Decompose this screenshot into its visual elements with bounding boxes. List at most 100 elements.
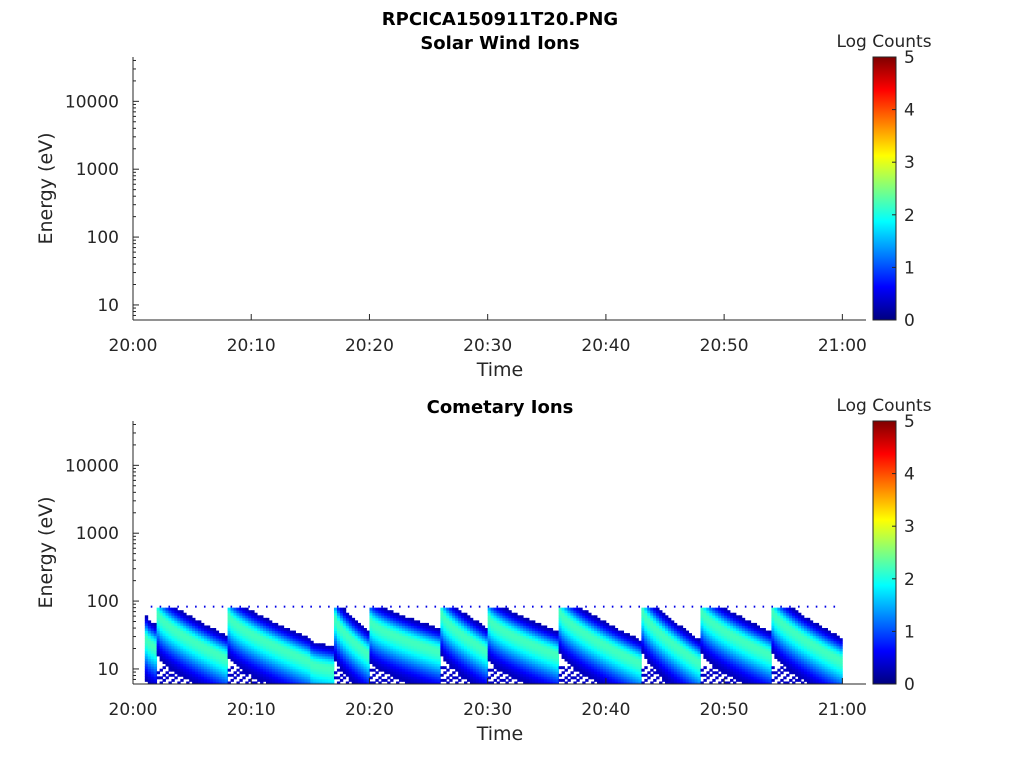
- spectrogram-cell: [248, 643, 252, 647]
- spectrogram-cell: [667, 625, 672, 629]
- spectrogram-cell: [239, 643, 243, 647]
- spectrogram-cell: [363, 628, 367, 631]
- spectrogram-cell: [469, 650, 474, 654]
- spectrogram-cell: [245, 610, 249, 614]
- spectrogram-cell: [475, 625, 480, 629]
- spectrogram-cell: [499, 617, 503, 621]
- spectrogram-cell: [718, 681, 722, 685]
- spectrogram-cell: [523, 653, 527, 657]
- spectrogram-cell: [245, 635, 249, 639]
- spectrogram-cell: [647, 628, 651, 631]
- spectrogram-cell: [464, 663, 468, 667]
- spectrogram-cell: [387, 676, 391, 680]
- spectrogram-cell: [484, 673, 489, 677]
- spectrogram-cell: [339, 635, 344, 639]
- spectrogram-cell: [399, 656, 403, 659]
- spectrogram-cell: [413, 656, 418, 659]
- spectrogram-cell: [242, 630, 246, 634]
- spectrogram-cell: [357, 663, 361, 667]
- spectrogram-cell: [730, 650, 734, 654]
- spectrogram-cell: [629, 635, 633, 639]
- spectrogram-cell: [165, 607, 169, 611]
- spectrogram-cell: [428, 658, 432, 662]
- spectrogram-cell: [336, 648, 341, 652]
- spectrogram-cell: [348, 663, 353, 667]
- spectrogram-cell: [540, 640, 545, 644]
- spectrogram-cell: [496, 630, 500, 634]
- spectrogram-cell: [727, 643, 731, 647]
- spectrogram-cell: [404, 653, 409, 657]
- spectrogram-cell: [546, 673, 551, 677]
- spectrogram-cell: [508, 648, 512, 652]
- spectrogram-cell: [192, 666, 196, 670]
- spectrogram-cell: [520, 661, 524, 665]
- spectrogram-cell: [192, 635, 196, 639]
- spectrogram-cell: [659, 673, 663, 677]
- spectrogram-cell: [375, 628, 379, 631]
- spectrogram-cell: [333, 640, 338, 644]
- spectrogram-cell: [662, 653, 666, 657]
- spectrogram-cell: [520, 640, 524, 644]
- spectrogram-cell: [413, 666, 418, 670]
- spectrogram-cell: [171, 610, 175, 614]
- spectrogram-cell: [712, 643, 716, 647]
- spectrogram-cell: [242, 615, 246, 619]
- spectrogram-cell: [195, 671, 199, 675]
- spectrogram-cell: [673, 622, 678, 626]
- spectrogram-cell: [597, 617, 601, 621]
- spectrogram-cell: [440, 643, 444, 647]
- spectrogram-speckle: [487, 605, 490, 608]
- spectrogram-cell: [218, 633, 223, 637]
- spectrogram-cell: [413, 668, 418, 672]
- spectrogram-cell: [709, 650, 713, 654]
- spectrogram-cell: [511, 676, 515, 680]
- spectrogram-cell: [277, 648, 282, 652]
- spectrogram-cell: [552, 645, 557, 649]
- spectrogram-cell: [659, 663, 663, 667]
- spectrogram-cell: [431, 671, 435, 675]
- y-tick-label: 1000: [76, 160, 119, 180]
- spectrogram-cell: [653, 640, 657, 644]
- spectrogram-cell: [691, 658, 695, 662]
- spectrogram-cell: [345, 648, 350, 652]
- spectrogram-cell: [183, 628, 187, 631]
- figure-title: RPCICA150911T20.PNG: [382, 9, 618, 30]
- spectrogram-cell: [662, 620, 666, 624]
- spectrogram-cell: [576, 645, 580, 649]
- spectrogram-cell: [481, 635, 486, 639]
- spectrogram-cell: [295, 640, 299, 644]
- spectrogram-cell: [685, 643, 690, 647]
- spectrogram-cell: [602, 661, 607, 665]
- spectrogram-cell: [168, 638, 172, 642]
- spectrogram-cell: [393, 666, 397, 670]
- spectrogram-cell: [446, 658, 450, 662]
- spectrogram-cell: [667, 650, 672, 654]
- spectrogram-cell: [422, 671, 427, 675]
- spectrogram-cell: [706, 617, 710, 621]
- spectrogram-cell: [268, 663, 273, 667]
- spectrogram-cell: [635, 666, 639, 670]
- spectrogram-cell: [348, 620, 353, 624]
- spectrogram-cell: [221, 653, 226, 657]
- spectrogram-cell: [401, 661, 406, 665]
- spectrogram-cell: [171, 612, 175, 616]
- spectrogram-cell: [534, 630, 539, 634]
- spectrogram-cell: [239, 666, 243, 670]
- spectrogram-cell: [266, 668, 270, 672]
- spectrogram-cell: [387, 612, 391, 616]
- spectrogram-cell: [688, 663, 693, 667]
- spectrogram-cell: [464, 658, 468, 662]
- spectrogram-cell: [496, 656, 500, 659]
- spectrogram-cell: [209, 666, 214, 670]
- spectrogram-cell: [336, 640, 341, 644]
- spectrogram-cell: [576, 650, 580, 654]
- spectrogram-cell: [351, 640, 356, 644]
- spectrogram-cell: [715, 663, 719, 667]
- spectrogram-cell: [561, 638, 565, 642]
- spectrogram-cell: [162, 673, 166, 677]
- spectrogram-cell: [508, 671, 512, 675]
- spectrogram-cell: [611, 648, 616, 652]
- spectrogram-cell: [605, 678, 610, 682]
- spectrogram-cell: [738, 617, 743, 621]
- spectrogram-cell: [718, 615, 722, 619]
